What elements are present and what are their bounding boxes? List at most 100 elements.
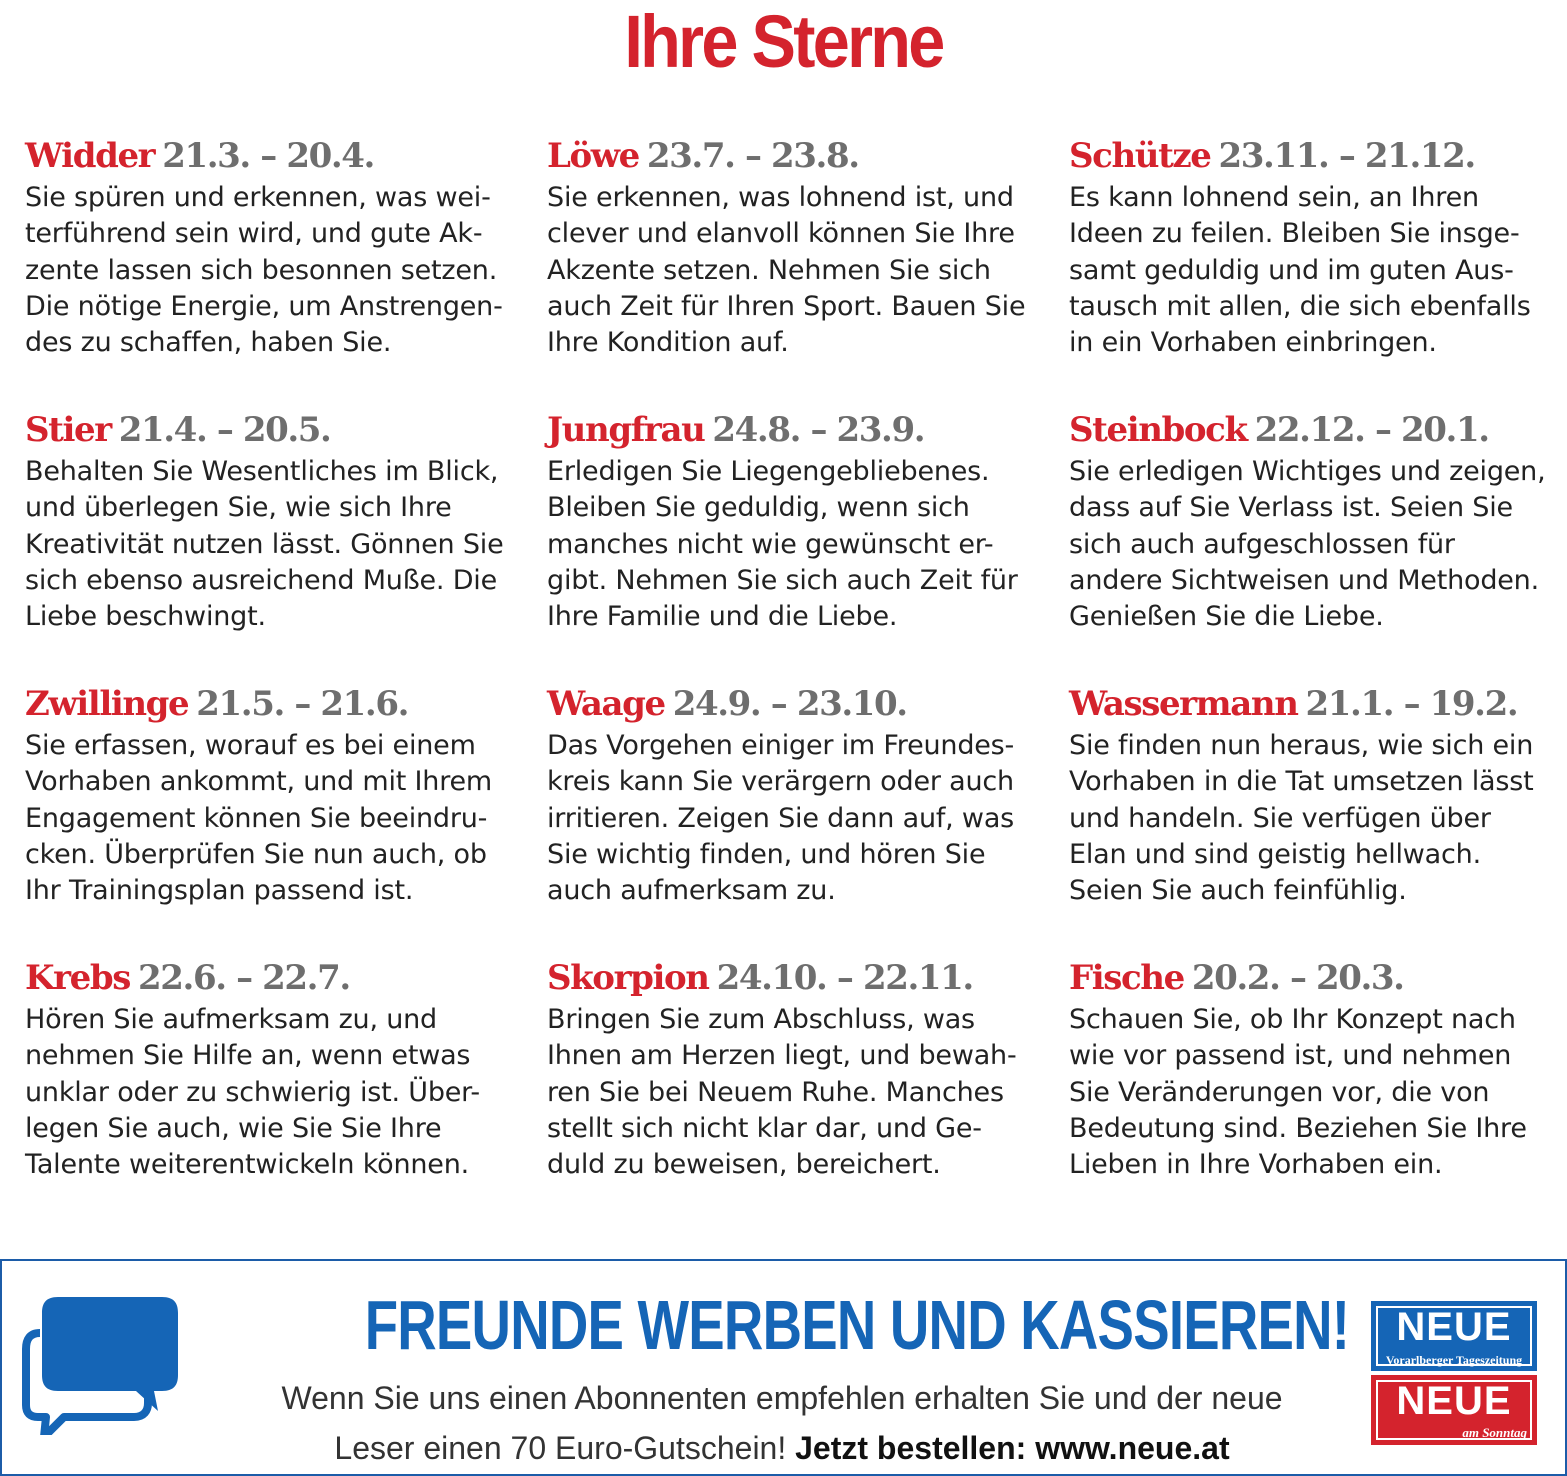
sign-text-line: Sie wichtig finden, und hören Sie (547, 838, 986, 870)
sign-text-line: Ideen zu feilen. Bleiben Sie insge- (1069, 218, 1520, 250)
sign-dates: 22.6. – 22.7. (138, 958, 351, 998)
ad-text: Wenn Sie uns einen Abonnenten empfehlen … (247, 1373, 1317, 1473)
sign-text-line: tausch mit allen, die sich ebenfalls (1069, 290, 1531, 322)
sign-text-line: Erledigen Sie Liegengebliebenes. (547, 456, 990, 487)
sign-text-line: Ihr Trainingsplan passend ist. (25, 875, 414, 907)
sign-dates: 23.7. – 23.8. (646, 136, 860, 176)
sign-text: Es kann lohnend sein, an Ihren Ideen zu f… (1069, 180, 1567, 361)
neue-logo[interactable]: NEUE Vorarlberger Tageszeitung (1371, 1301, 1537, 1371)
sign-text-line: Sie finden nun heraus, wie sich ein (1069, 730, 1534, 761)
sign-text: Sie finden nun heraus, wie sich ein Vorha… (1069, 728, 1567, 909)
sign-text-line: Engagement können Sie beeindru- (25, 802, 488, 834)
sign-dates: 21.1. – 19.2. (1305, 684, 1519, 724)
sign-fische: Fische 20.2. – 20.3. Schauen Sie, ob Ihr K… (1069, 958, 1567, 1183)
sign-text-line: Die nötige Energie, um Anstrengen- (25, 290, 503, 322)
sign-dates: 23.11. – 21.12. (1218, 136, 1477, 176)
sign-text-line: Das Vorgehen einiger im Freundes- (547, 730, 1015, 761)
sign-name: Wassermann (1069, 684, 1299, 724)
sign-text-line: wie vor passend ist, und nehmen (1069, 1040, 1512, 1072)
sign-text: Sie erledigen Wichtiges und zeigen, dass … (1069, 454, 1567, 635)
sign-text-line: Schauen Sie, ob Ihr Konzept nach (1069, 1004, 1516, 1035)
sign-text-line: Sie erledigen Wichtiges und zeigen, (1069, 456, 1546, 487)
sign-text-line: Sie erfassen, worauf es bei einem (25, 730, 476, 761)
sign-skorpion: Skorpion 24.10. – 22.11. Bringen Sie zum A… (547, 958, 1057, 1183)
sign-heading: Stier 21.4. – 20.5. (25, 410, 535, 450)
neue-logo-word: NEUE (1396, 1305, 1512, 1349)
sign-dates: 20.2. – 20.3. (1191, 958, 1405, 998)
sign-text-line: Lieben in Ihre Vorhaben ein. (1069, 1149, 1443, 1181)
sign-zwillinge: Zwillinge 21.5. – 21.6. Sie erfassen, wora… (25, 684, 535, 909)
sign-text-line: Bedeutung sind. Beziehen Sie Ihre (1069, 1112, 1527, 1144)
sign-widder: Widder 21.3. – 20.4. Sie spüren und erkenn… (25, 136, 535, 361)
subscription-ad[interactable]: FREUNDE WERBEN UND KASSIEREN! Wenn Sie u… (0, 1259, 1567, 1476)
sign-name: Stier (25, 410, 112, 450)
sign-text-line: und handeln. Sie verfügen über (1069, 802, 1491, 834)
sign-heading: Jungfrau 24.8. – 23.9. (547, 410, 1057, 450)
sign-text-line: irritieren. Zeigen Sie dann auf, was (547, 802, 1015, 834)
sign-text-line: Sie erkennen, was lohnend ist, und (547, 182, 1014, 213)
neue-sonntag-logo-word: NEUE (1396, 1379, 1512, 1423)
sign-heading: Zwillinge 21.5. – 21.6. (25, 684, 535, 724)
sign-name: Krebs (25, 958, 131, 998)
sign-text-line: samt geduldig und im guten Aus- (1069, 254, 1514, 286)
sign-text: Erledigen Sie Liegengebliebenes. Bleiben … (547, 454, 1057, 635)
sign-text-line: legen Sie auch, wie Sie Sie Ihre (25, 1112, 442, 1144)
sign-name: Steinbock (1069, 410, 1248, 450)
sign-text: Bringen Sie zum Abschluss, was Ihnen am H… (547, 1002, 1057, 1183)
sign-name: Widder (25, 136, 156, 176)
sign-text-line: kreis kann Sie verärgern oder auch (547, 766, 1014, 798)
sign-text-line: terführend sein wird, und gute Ak- (25, 218, 483, 250)
sign-text-line: ren Sie bei Neuem Ruhe. Manches (547, 1076, 1004, 1108)
sign-text-line: duld zu beweisen, bereichert. (547, 1149, 941, 1181)
sign-name: Jungfrau (547, 410, 706, 450)
sign-text-line: und überlegen Sie, wie sich Ihre (25, 492, 452, 524)
sign-text-line: andere Sichtweisen und Methoden. (1069, 564, 1539, 596)
sign-name: Zwillinge (25, 684, 190, 724)
sign-text-line: des zu schaffen, haben Sie. (25, 327, 392, 359)
sign-dates: 24.8. – 23.9. (712, 410, 925, 450)
sign-text-line: Akzente setzen. Nehmen Sie sich (547, 254, 991, 286)
neue-logo-subtitle: Vorarlberger Tageszeitung (1385, 1353, 1523, 1367)
sign-text-line: sich auch aufgeschlossen für (1069, 528, 1455, 560)
sign-jungfrau: Jungfrau 24.8. – 23.9. Erledigen Sie Liege… (547, 410, 1057, 635)
sign-text-line: stellt sich nicht klar dar, und Ge- (547, 1112, 982, 1144)
sign-text: Schauen Sie, ob Ihr Konzept nach wie vor … (1069, 1002, 1567, 1183)
sign-stier: Stier 21.4. – 20.5. Behalten Sie Wesentlic… (25, 410, 535, 635)
sign-text-line: in ein Vorhaben einbringen. (1069, 327, 1437, 359)
sign-text-line: Vorhaben ankommt, und mit Ihrem (25, 766, 493, 798)
sign-text-line: Seien Sie auch feinfühlig. (1069, 875, 1407, 907)
sign-heading: Fische 20.2. – 20.3. (1069, 958, 1567, 998)
sign-dates: 24.10. – 22.11. (716, 958, 975, 998)
sign-heading: Widder 21.3. – 20.4. (25, 136, 535, 176)
sign-heading: Schütze 23.11. – 21.12. (1069, 136, 1567, 176)
sign-text-line: gibt. Nehmen Sie sich auch Zeit für (547, 564, 1018, 596)
sign-text-line: auch Zeit für Ihren Sport. Bauen Sie (547, 290, 1026, 322)
sign-text: Sie spüren und erkennen, was wei-terführ… (25, 180, 535, 361)
sign-name: Waage (547, 684, 666, 724)
sign-text-line: Sie spüren und erkennen, was wei- (25, 182, 491, 213)
sign-text-line: nehmen Sie Hilfe an, wenn etwas (25, 1040, 471, 1072)
neue-sonntag-logo[interactable]: NEUE am Sonntag (1371, 1375, 1537, 1445)
page-title: Ihre Sterne (624, 0, 945, 83)
sign-text-line: sich ebenso ausreichend Muße. Die (25, 564, 497, 596)
sign-heading: Skorpion 24.10. – 22.11. (547, 958, 1057, 998)
sign-text-line: Hören Sie aufmerksam zu, und (25, 1004, 437, 1035)
sign-text: Behalten Sie Wesentliches im Blick, und ü… (25, 454, 535, 635)
ad-cta-link[interactable]: Jetzt bestellen: www.neue.at (795, 1430, 1230, 1466)
sign-text: Hören Sie aufmerksam zu, und nehmen Sie H… (25, 1002, 535, 1183)
sign-text-line: Sie Veränderungen vor, die von (1069, 1076, 1490, 1108)
sign-text: Sie erkennen, was lohnend ist, und clever… (547, 180, 1057, 361)
sign-wassermann: Wassermann 21.1. – 19.2. Sie finden nun he… (1069, 684, 1567, 909)
sign-text-line: Ihnen am Herzen liegt, und bewah- (547, 1040, 1017, 1072)
sign-text: Das Vorgehen einiger im Freundes-kreis k… (547, 728, 1057, 909)
neue-sonntag-logo-subtitle: am Sonntag (1462, 1425, 1527, 1440)
sign-text-line: zente lassen sich besonnen setzen. (25, 254, 498, 286)
sign-text-line: Kreativität nutzen lässt. Gönnen Sie (25, 528, 504, 560)
ad-headline: FREUNDE WERBEN UND KASSIEREN! (364, 1286, 1350, 1364)
sign-text-line: Behalten Sie Wesentliches im Blick, (25, 456, 499, 487)
sign-krebs: Krebs 22.6. – 22.7. Hören Sie aufmerksam z… (25, 958, 535, 1183)
sign-text-line: Liebe beschwingt. (25, 601, 266, 633)
sign-text-line: cken. Überprüfen Sie nun auch, ob (25, 838, 487, 870)
speech-bubble-icon (22, 1297, 178, 1435)
sign-text-line: unklar oder zu schwierig ist. Über- (25, 1076, 480, 1108)
